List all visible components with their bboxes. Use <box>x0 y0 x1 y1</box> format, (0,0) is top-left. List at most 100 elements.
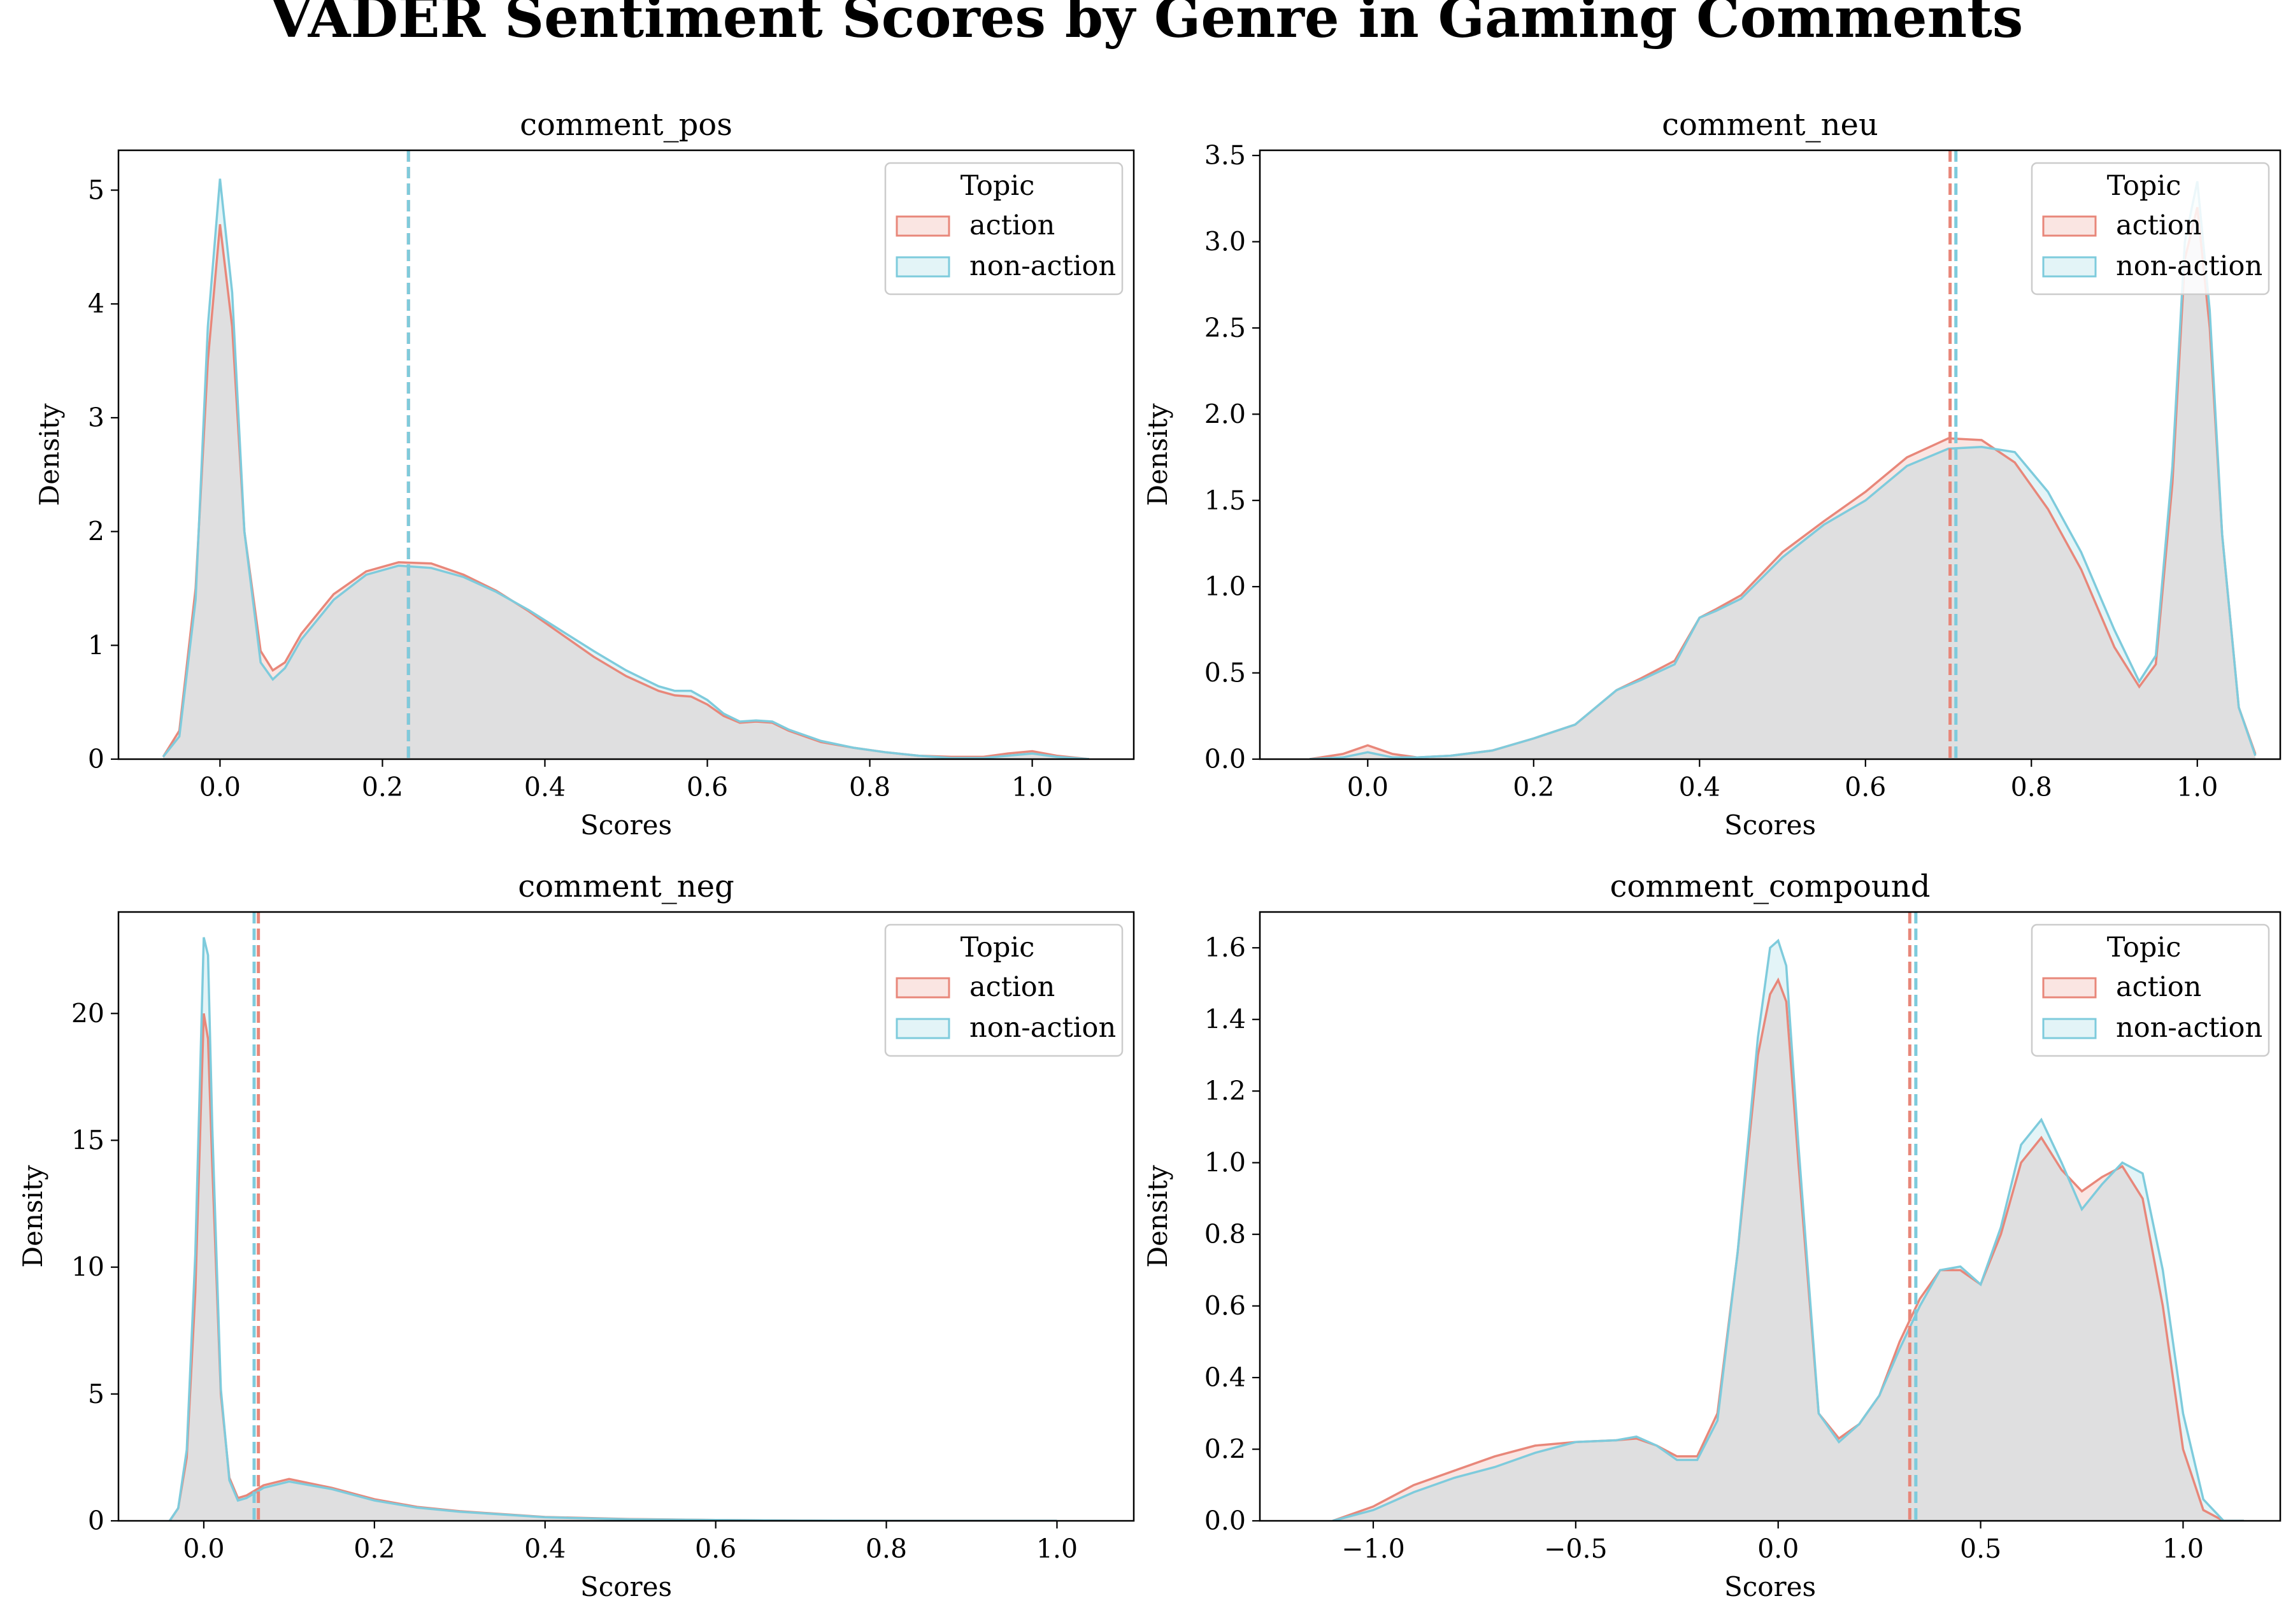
subplot-comment-neg: 0.0 0.2 0.4 0.6 0.8 1.0 0 5 10 15 20 comment_neg Sco… <box>17 869 1135 1602</box>
y-tick-label: 2.0 <box>1204 399 1246 429</box>
subplot-title: comment_compound <box>1610 869 1931 904</box>
x-tick-label: 1.0 <box>1011 772 1053 802</box>
x-tick-label: 0.4 <box>1679 772 1720 802</box>
subplot-comment-pos: 0.0 0.2 0.4 0.6 0.8 1.0 0 1 2 3 4 5 comment_pos Score… <box>34 107 1135 841</box>
legend-label-action: action <box>969 971 1055 1003</box>
subplot-title: comment_neg <box>518 869 734 904</box>
kde-line-action <box>168 1013 1057 1521</box>
x-tick-label: 0.6 <box>687 772 728 802</box>
legend: Topic action non-action <box>2031 162 2270 296</box>
x-axis-label: Scores <box>1724 1571 1816 1602</box>
x-tick-label: 0.8 <box>2011 772 2052 802</box>
x-tick-label: 0.0 <box>1757 1534 1799 1564</box>
y-tick-label: 0 <box>88 1506 104 1536</box>
legend-label-action: action <box>2116 971 2201 1003</box>
y-tick-label: 0.6 <box>1204 1291 1246 1321</box>
y-tick-label: 3 <box>88 402 104 433</box>
y-tick-label: 1.0 <box>1204 1148 1246 1178</box>
x-tick-label: 0.2 <box>362 772 403 802</box>
legend-box <box>884 162 1124 296</box>
x-axis-label: Scores <box>580 1571 672 1602</box>
kde-area-action <box>1310 207 2255 759</box>
subplot-title: comment_neu <box>1662 107 1878 143</box>
axes-frame <box>1259 149 2282 760</box>
kde-line-non-action <box>162 178 1090 759</box>
kde-line-non-action <box>1310 181 2257 759</box>
legend-swatch-action <box>896 977 950 999</box>
legend-label-non-action: non-action <box>2116 250 2262 282</box>
y-tick-label: 0.0 <box>1204 744 1246 774</box>
y-tick-label: 10 <box>71 1252 104 1283</box>
y-tick-label: 0.5 <box>1204 658 1246 688</box>
legend-label-action: action <box>969 210 1055 241</box>
y-tick-label: 3.5 <box>1204 140 1246 171</box>
figure-title: VADER Sentiment Scores by Genre in Gamin… <box>269 0 2024 50</box>
x-tick-label: 0.8 <box>849 772 890 802</box>
x-tick-label: 1.0 <box>2176 772 2218 802</box>
kde-area-non-action <box>1332 941 2244 1521</box>
y-tick-label: 0.0 <box>1204 1506 1246 1536</box>
y-tick-label: 20 <box>71 998 104 1029</box>
x-tick-label: 0.4 <box>524 772 566 802</box>
y-tick-label: 5 <box>88 175 104 206</box>
legend-title: Topic <box>2107 170 2182 202</box>
legend: Topic action non-action <box>2031 923 2270 1057</box>
y-tick-label: 5 <box>88 1379 104 1409</box>
legend-title: Topic <box>961 170 1035 202</box>
y-tick-label: 0.8 <box>1204 1219 1246 1250</box>
y-tick-label: 1.4 <box>1204 1004 1246 1035</box>
x-tick-label: −0.5 <box>1544 1534 1608 1564</box>
x-tick-label: 0.8 <box>866 1534 907 1564</box>
legend-swatch-action <box>896 215 950 237</box>
y-tick-label: 15 <box>71 1125 104 1156</box>
x-tick-label: 0.0 <box>183 1534 224 1564</box>
y-tick-label: 1 <box>88 630 104 660</box>
kde-area-action <box>163 224 1089 759</box>
legend-label-action: action <box>2116 210 2201 241</box>
x-tick-label: 0.2 <box>1513 772 1554 802</box>
y-tick-label: 2 <box>88 516 104 547</box>
legend-swatch-non-action <box>2042 1018 2097 1039</box>
x-tick-label: 0.0 <box>1347 772 1389 802</box>
x-tick-label: −1.0 <box>1341 1534 1405 1564</box>
legend-swatch-action <box>2042 215 2097 237</box>
kde-area-non-action <box>1310 181 2255 759</box>
legend: Topic action non-action <box>884 162 1124 296</box>
y-tick-label: 0 <box>88 744 104 774</box>
legend-swatch-non-action <box>896 1018 950 1039</box>
y-tick-label: 0.4 <box>1204 1362 1246 1393</box>
legend-label-non-action: non-action <box>969 1012 1116 1044</box>
y-tick-label: 1.5 <box>1204 485 1246 516</box>
y-tick-label: 1.6 <box>1204 932 1246 963</box>
y-axis-label: Density <box>1142 403 1173 506</box>
x-tick-label: 1.0 <box>1036 1534 1078 1564</box>
legend-title: Topic <box>2107 932 2182 964</box>
legend-box <box>2031 162 2270 296</box>
y-axis-label: Density <box>1142 1165 1173 1267</box>
x-axis-label: Scores <box>1724 809 1816 841</box>
legend-label-non-action: non-action <box>969 250 1116 282</box>
y-tick-label: 1.2 <box>1204 1076 1246 1106</box>
x-tick-label: 0.4 <box>524 1534 566 1564</box>
x-tick-label: 0.6 <box>695 1534 736 1564</box>
legend-box <box>884 923 1124 1057</box>
kde-line-non-action <box>1332 938 2244 1521</box>
kde-area-action <box>169 1013 1057 1521</box>
y-tick-label: 1.0 <box>1204 571 1246 602</box>
y-tick-label: 2.5 <box>1204 313 1246 343</box>
legend-swatch-non-action <box>896 256 950 278</box>
x-tick-label: 0.5 <box>1960 1534 2001 1564</box>
kde-area-non-action <box>163 178 1089 759</box>
legend-box <box>2031 923 2270 1057</box>
axes-frame <box>117 911 1135 1522</box>
x-tick-label: 0.2 <box>354 1534 395 1564</box>
legend-swatch-action <box>2042 977 2097 999</box>
y-tick-label: 0.2 <box>1204 1434 1246 1465</box>
kde-area-action <box>1332 979 2244 1521</box>
y-tick-label: 4 <box>88 288 104 319</box>
y-axis-label: Density <box>34 403 65 506</box>
axes-frame <box>1259 911 2282 1522</box>
subplot-title: comment_pos <box>520 107 732 143</box>
x-tick-label: 0.6 <box>1845 772 1886 802</box>
